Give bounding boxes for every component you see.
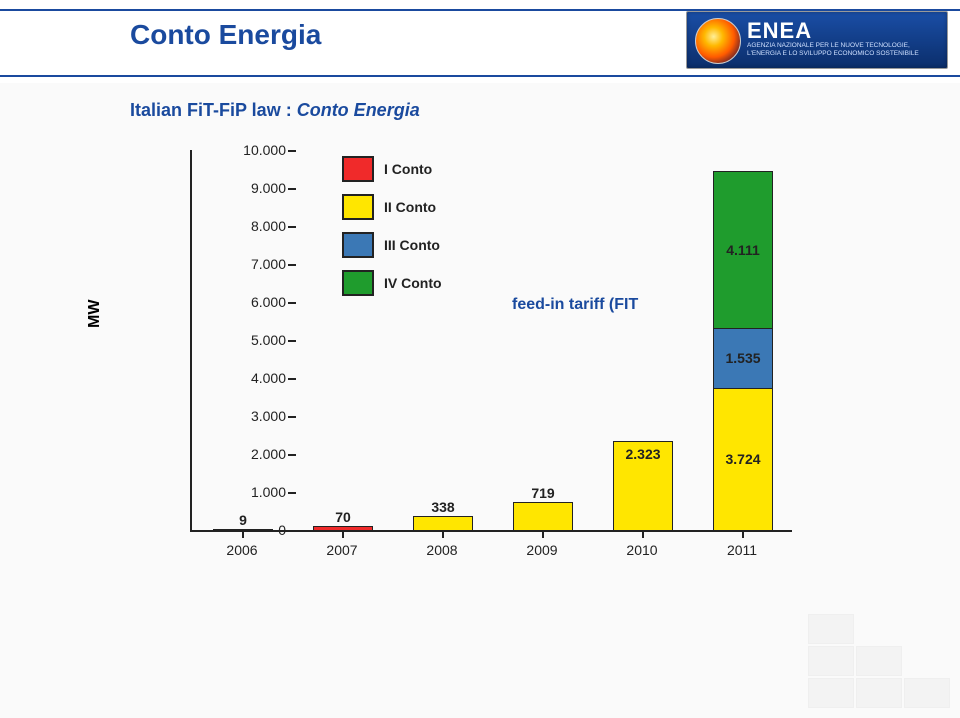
value-label: 1.535: [725, 350, 760, 366]
header-bar: Conto Energia ENEA AGENZIA NAZIONALE PER…: [0, 0, 960, 83]
y-tick: 10.000: [222, 142, 286, 158]
x-tick: 2010: [592, 542, 692, 558]
logo-brand: ENEA: [747, 18, 812, 44]
segment-2006-I: 9: [213, 529, 273, 530]
value-label: 9: [239, 512, 247, 528]
y-axis-label: MW: [86, 300, 104, 328]
subtitle-emph: Conto Energia: [297, 100, 420, 120]
page-title: Conto Energia: [130, 19, 321, 51]
value-label: 338: [431, 499, 454, 515]
value-label: 4.111: [726, 242, 760, 258]
legend-item-I: I Conto: [342, 156, 442, 182]
y-tick: 0: [222, 522, 286, 538]
legend-label: IV Conto: [384, 275, 442, 291]
plot-area: I Conto II Conto III Conto IV Conto feed-in…: [190, 150, 792, 532]
enea-logo: ENEA AGENZIA NAZIONALE PER LE NUOVE TECN…: [686, 11, 948, 69]
bar-2008: 338: [413, 516, 471, 530]
subtitle-prefix: Italian FiT-FiP law :: [130, 100, 297, 120]
legend-swatch: [342, 156, 374, 182]
legend-swatch: [342, 270, 374, 296]
segment-2011-III: 1.535: [713, 328, 773, 387]
legend-item-II: II Conto: [342, 194, 442, 220]
bar-2011: 3.724 1.535 4.111: [713, 171, 771, 530]
legend-item-IV: IV Conto: [342, 270, 442, 296]
value-label: 2.323: [625, 446, 660, 462]
y-tick: 9.000: [222, 180, 286, 196]
legend-label: II Conto: [384, 199, 436, 215]
y-tick: 3.000: [222, 408, 286, 424]
x-tick: 2011: [692, 542, 792, 558]
legend-swatch: [342, 232, 374, 258]
bar-2009: 719: [513, 502, 571, 530]
legend: I Conto II Conto III Conto IV Conto: [342, 156, 442, 296]
segment-2007-I: 70: [313, 526, 373, 530]
y-tick: 1.000: [222, 484, 286, 500]
legend-swatch: [342, 194, 374, 220]
legend-label: I Conto: [384, 161, 432, 177]
decorative-grid: [808, 614, 950, 708]
y-tick: 2.000: [222, 446, 286, 462]
x-tick: 2007: [292, 542, 392, 558]
segment-2009-II: 719: [513, 502, 573, 530]
y-tick: 7.000: [222, 256, 286, 272]
subtitle: Italian FiT-FiP law : Conto Energia: [130, 100, 420, 121]
bar-2010: 2.323: [613, 441, 671, 530]
legend-label: III Conto: [384, 237, 440, 253]
value-label: 70: [335, 509, 351, 525]
chart: MW I ContoII ContoIII ContoIV Conto feed…: [90, 140, 830, 600]
sun-icon: [695, 18, 741, 64]
x-tick: 2009: [492, 542, 592, 558]
bar-2006: 9: [213, 529, 271, 530]
segment-2011-II: 3.724: [713, 388, 773, 531]
segment-2008-II: 338: [413, 516, 473, 530]
logo-subtitle: AGENZIA NAZIONALE PER LE NUOVE TECNOLOGI…: [747, 42, 941, 58]
y-tick: 6.000: [222, 294, 286, 310]
value-label: 3.724: [725, 451, 760, 467]
y-tick: 4.000: [222, 370, 286, 386]
bar-2007: 70: [313, 526, 371, 530]
x-tick: 2006: [192, 542, 292, 558]
y-tick: 5.000: [222, 332, 286, 348]
segment-2010-II: 2.323: [613, 441, 673, 530]
value-label: 719: [531, 485, 554, 501]
legend-item-III: III Conto: [342, 232, 442, 258]
y-tick: 8.000: [222, 218, 286, 234]
segment-2011-IV: 4.111: [713, 171, 773, 328]
fit-label: feed-in tariff (FIT: [512, 296, 638, 314]
x-tick: 2008: [392, 542, 492, 558]
